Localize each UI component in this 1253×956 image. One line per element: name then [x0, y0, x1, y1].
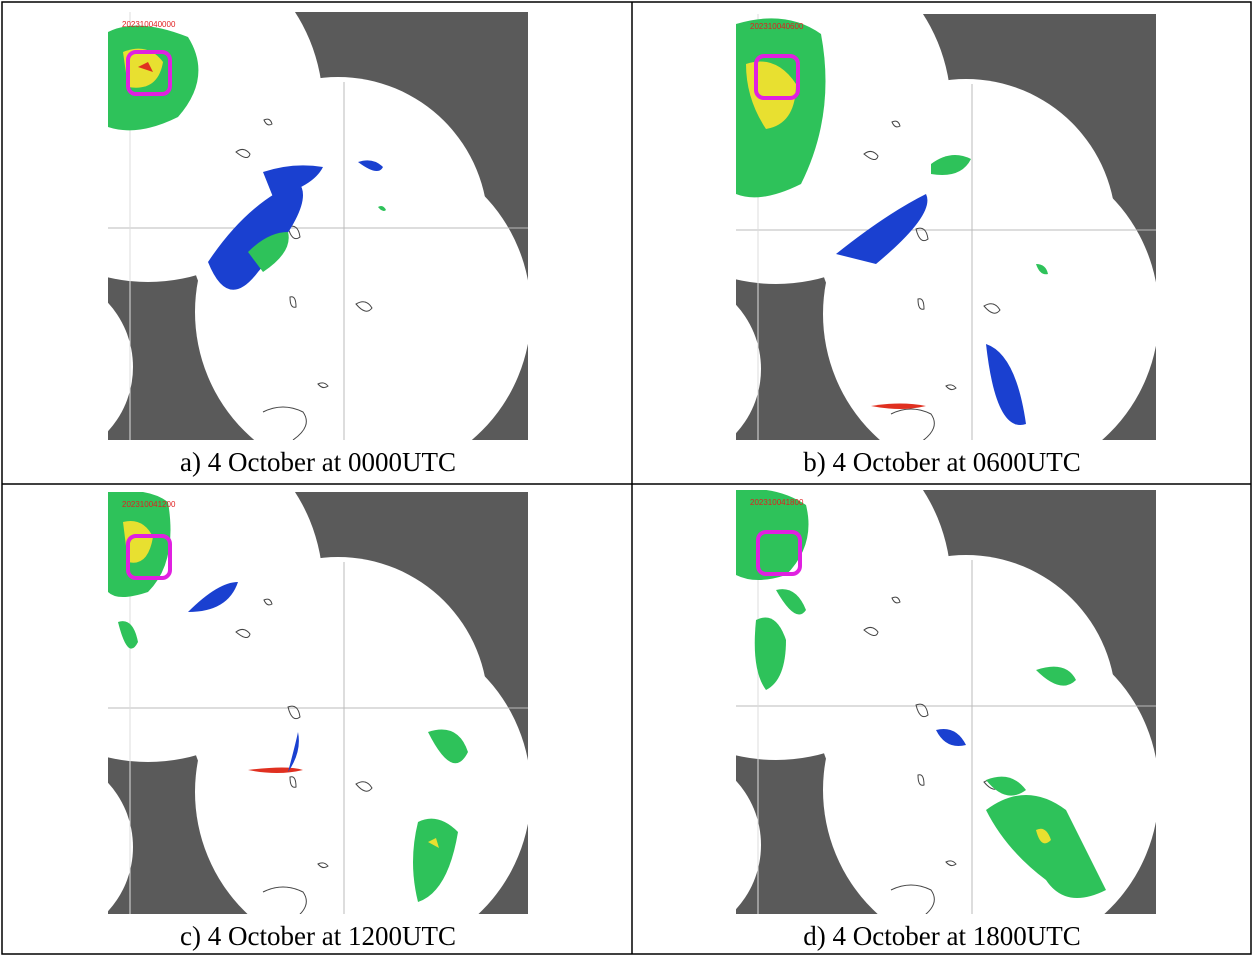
timestamp: 202310040000 [122, 20, 176, 29]
timestamp: 202310040600 [750, 22, 804, 31]
caption: a) 4 October at 0000UTC [180, 447, 456, 477]
radar-image: 202310040000 [0, 0, 531, 480]
radar-image: 202310040600 [571, 0, 1159, 482]
timestamp: 202310041200 [122, 500, 176, 509]
timestamp: 202310041800 [750, 498, 804, 507]
caption: b) 4 October at 0600UTC [803, 447, 1080, 477]
radar-image: 202310041800 [571, 410, 1159, 956]
figure: 202310040000 202310040600 [0, 0, 1253, 956]
caption: c) 4 October at 1200UTC [180, 921, 456, 951]
caption: d) 4 October at 1800UTC [803, 921, 1080, 951]
page: 202310040000 202310040600 [0, 0, 1253, 956]
radar-image: 202310041200 [0, 412, 531, 956]
